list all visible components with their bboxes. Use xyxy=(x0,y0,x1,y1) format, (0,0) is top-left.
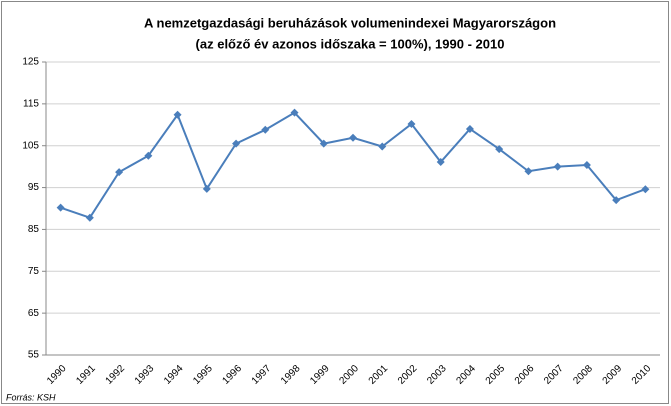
chart-title: A nemzetgazdasági beruházások volumenind… xyxy=(144,15,556,30)
data-point xyxy=(553,162,562,171)
data-point xyxy=(349,133,357,142)
data-point xyxy=(115,168,124,177)
data-point xyxy=(524,167,533,176)
data-point xyxy=(319,139,328,148)
source-note: Forrás: KSH xyxy=(6,392,56,402)
y-tick-label: 115 xyxy=(23,98,39,109)
data-point xyxy=(641,185,650,194)
data-point xyxy=(290,108,299,117)
y-tick-label: 55 xyxy=(28,350,40,361)
y-tick-label: 105 xyxy=(22,140,39,151)
data-point xyxy=(495,145,504,154)
y-tick-label: 65 xyxy=(28,308,40,319)
data-point xyxy=(85,213,94,222)
data-point xyxy=(582,160,591,169)
data-point xyxy=(202,184,211,193)
y-tick-label: 125 xyxy=(22,57,39,68)
data-point xyxy=(465,124,474,133)
y-tick-label: 75 xyxy=(28,266,40,277)
data-point xyxy=(436,158,445,167)
data-point xyxy=(173,110,182,119)
data-point xyxy=(378,142,387,151)
y-tick-label: 85 xyxy=(28,224,40,235)
data-point xyxy=(612,196,621,205)
chart-title: (az előző év azonos időszaka = 100%), 19… xyxy=(196,36,505,51)
y-tick-label: 95 xyxy=(28,182,40,193)
data-point xyxy=(407,119,416,128)
data-point xyxy=(232,139,241,148)
data-point xyxy=(261,125,270,134)
data-point xyxy=(144,151,153,160)
data-point xyxy=(56,203,65,212)
